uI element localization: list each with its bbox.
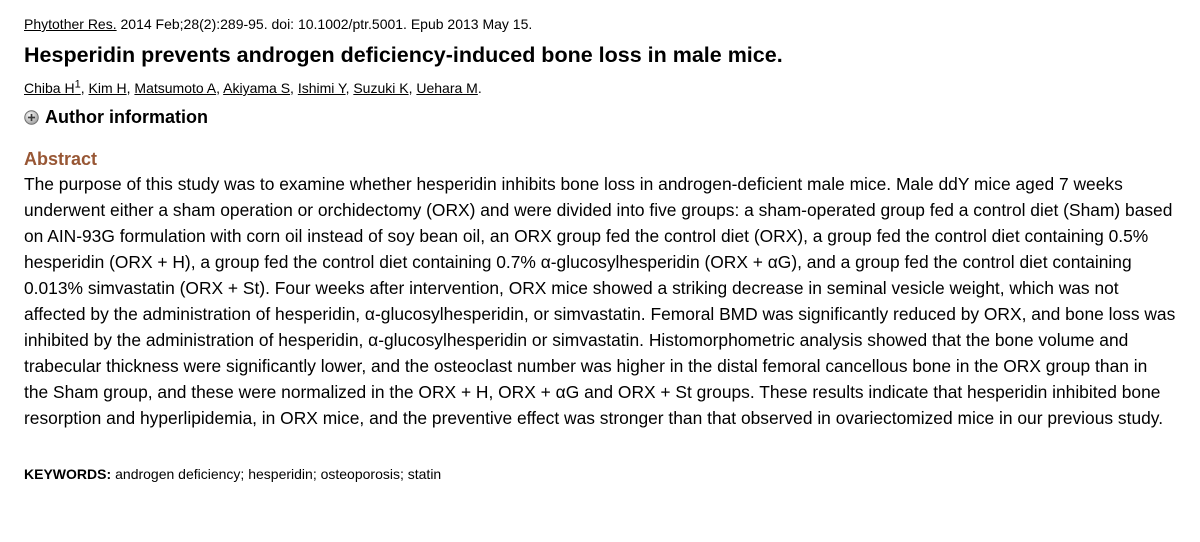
keywords-list: androgen deficiency; hesperidin; osteopo… — [115, 466, 442, 482]
keywords-line: KEYWORDS: androgen deficiency; hesperidin… — [24, 465, 1176, 483]
author-information-toggle[interactable]: Author information — [24, 105, 1176, 129]
author-name: Suzuki K — [353, 80, 409, 96]
author-name: Chiba H — [24, 80, 75, 96]
author-name: Akiyama S — [223, 80, 291, 96]
author-link[interactable]: Suzuki K — [353, 80, 408, 96]
citation-details: 2014 Feb;28(2):289-95. doi: 10.1002/ptr.… — [116, 16, 533, 32]
journal-link[interactable]: Phytother Res. — [24, 16, 117, 32]
author-affiliation-marker: 1 — [74, 78, 81, 91]
author-link[interactable]: Uehara M — [416, 80, 477, 96]
author-name: Matsumoto A — [134, 80, 217, 96]
author-information-label: Author information — [45, 107, 208, 127]
keywords-label: KEYWORDS: — [24, 466, 112, 482]
plus-circle-icon — [24, 109, 39, 125]
author-link[interactable]: Kim H — [89, 80, 127, 96]
citation-line: Phytother Res. 2014 Feb;28(2):289-95. do… — [24, 15, 1176, 33]
article-title: Hesperidin prevents androgen deficiency-… — [24, 43, 783, 67]
author-name: Uehara M — [416, 80, 478, 96]
abstract-heading: Abstract — [24, 149, 98, 169]
abstract-text: The purpose of this study was to examine… — [24, 174, 1176, 428]
author-link[interactable]: Matsumoto A — [134, 80, 216, 96]
author-link[interactable]: Ishimi Y — [298, 80, 346, 96]
author-link[interactable]: Chiba H1 — [24, 78, 81, 96]
author-name: Kim H — [88, 80, 127, 96]
author-name: Ishimi Y — [297, 80, 346, 96]
author-list: Chiba H1, Kim H, Matsumoto A, Akiyama S,… — [24, 78, 482, 96]
author-link[interactable]: Akiyama S — [223, 80, 290, 96]
